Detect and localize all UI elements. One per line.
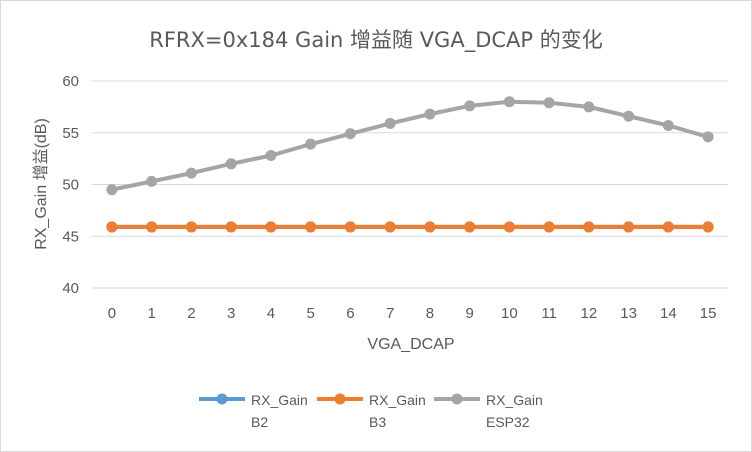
data-point bbox=[265, 221, 277, 233]
data-point bbox=[623, 221, 635, 233]
legend: RX_Gain B2 RX_Gain B3 RX_Gain ESP32 bbox=[199, 392, 543, 430]
legend-label: RX_Gain bbox=[486, 392, 543, 408]
legend-item: RX_Gain B3 bbox=[317, 392, 426, 430]
data-point bbox=[583, 221, 595, 233]
legend-swatch-marker bbox=[451, 393, 463, 405]
y-tick-label: 50 bbox=[62, 177, 79, 194]
x-tick-label: 14 bbox=[660, 305, 677, 322]
y-axis-ticks: 40 45 50 55 60 bbox=[62, 73, 79, 297]
data-point bbox=[464, 221, 476, 233]
chart-title: RFRX=0x184 Gain 增益随 VGA_DCAP 的变化 bbox=[149, 28, 602, 53]
x-tick-label: 4 bbox=[267, 305, 275, 322]
data-point bbox=[344, 221, 356, 233]
data-point bbox=[146, 175, 158, 187]
x-tick-label: 5 bbox=[306, 305, 314, 322]
legend-swatch-marker bbox=[334, 393, 346, 405]
series-group bbox=[106, 96, 714, 233]
legend-label: RX_Gain bbox=[369, 392, 426, 408]
x-tick-label: 10 bbox=[501, 305, 518, 322]
legend-label: B3 bbox=[369, 414, 386, 430]
legend-item: RX_Gain ESP32 bbox=[434, 392, 543, 430]
legend-label: ESP32 bbox=[486, 414, 530, 430]
x-tick-label: 0 bbox=[108, 305, 116, 322]
x-tick-label: 12 bbox=[581, 305, 598, 322]
data-point bbox=[662, 221, 674, 233]
x-tick-label: 7 bbox=[386, 305, 394, 322]
data-point bbox=[623, 110, 635, 122]
x-tick-label: 2 bbox=[187, 305, 195, 322]
data-point bbox=[185, 221, 197, 233]
data-point bbox=[543, 97, 555, 109]
y-tick-label: 45 bbox=[62, 228, 79, 245]
x-axis-ticks: 0 1 2 3 4 5 6 7 8 9 10 11 12 13 14 15 bbox=[108, 305, 717, 322]
legend-item: RX_Gain B2 bbox=[199, 392, 308, 430]
data-point bbox=[583, 101, 595, 113]
x-tick-label: 15 bbox=[700, 305, 717, 322]
data-point bbox=[424, 108, 436, 120]
gridlines bbox=[92, 80, 728, 289]
data-point bbox=[384, 117, 396, 129]
data-point bbox=[543, 221, 555, 233]
legend-swatch-marker bbox=[216, 393, 228, 405]
data-point bbox=[305, 221, 317, 233]
series-1 bbox=[106, 221, 714, 233]
data-point bbox=[225, 158, 237, 170]
x-tick-label: 1 bbox=[147, 305, 155, 322]
data-point bbox=[305, 138, 317, 150]
x-tick-label: 13 bbox=[620, 305, 637, 322]
y-tick-label: 60 bbox=[62, 73, 79, 90]
data-point bbox=[702, 221, 714, 233]
y-axis-label: RX_Gain 增益(dB) bbox=[32, 118, 50, 250]
series-2 bbox=[106, 96, 714, 196]
data-point bbox=[106, 184, 118, 196]
y-tick-label: 40 bbox=[62, 280, 79, 297]
x-tick-label: 3 bbox=[227, 305, 235, 322]
data-point bbox=[464, 100, 476, 112]
data-point bbox=[424, 221, 436, 233]
data-point bbox=[185, 167, 197, 179]
data-point bbox=[265, 150, 277, 162]
data-point bbox=[662, 120, 674, 132]
x-tick-label: 8 bbox=[426, 305, 434, 322]
data-point bbox=[702, 131, 714, 143]
legend-label: RX_Gain bbox=[251, 392, 308, 408]
x-axis-label: VGA_DCAP bbox=[367, 336, 454, 353]
x-tick-label: 6 bbox=[346, 305, 354, 322]
data-point bbox=[384, 221, 396, 233]
x-tick-label: 9 bbox=[465, 305, 473, 322]
data-point bbox=[503, 221, 515, 233]
x-tick-label: 11 bbox=[541, 305, 557, 322]
data-point bbox=[146, 221, 158, 233]
data-point bbox=[225, 221, 237, 233]
data-point bbox=[503, 96, 515, 108]
legend-label: B2 bbox=[251, 414, 268, 430]
data-point bbox=[344, 128, 356, 140]
y-tick-label: 55 bbox=[62, 125, 79, 142]
data-point bbox=[106, 221, 118, 233]
series-line bbox=[109, 99, 711, 192]
